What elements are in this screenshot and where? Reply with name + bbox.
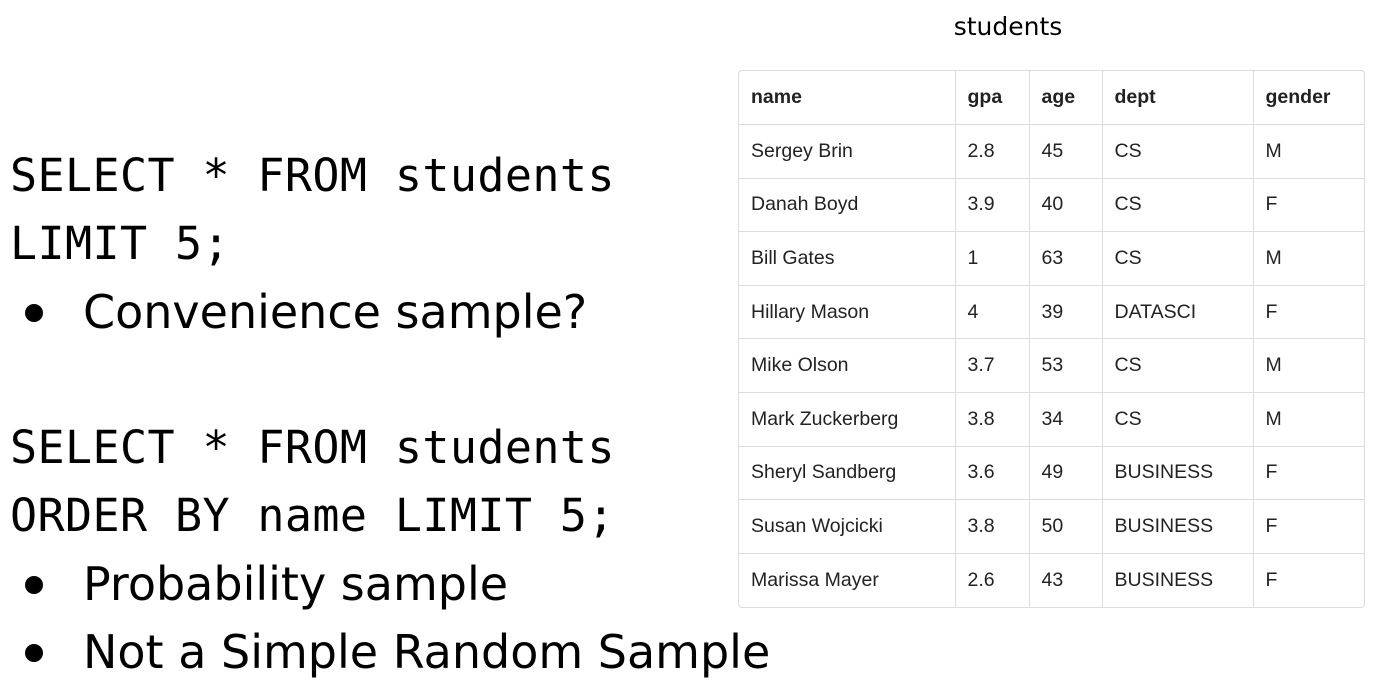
cell-age: 50 [1029, 499, 1103, 554]
code-line: LIMIT 5; [10, 217, 230, 270]
code-line: SELECT * FROM students [10, 149, 615, 202]
cell-gender: F [1265, 568, 1278, 591]
table-row: Danah Boyd 3.9 40 CS F [739, 178, 1364, 233]
cell-gender: M [1253, 392, 1364, 447]
cell-dept: CS [1102, 124, 1254, 179]
cell-age: 34 [1029, 392, 1103, 447]
cell-name: Danah Boyd [739, 178, 956, 233]
cell-dept: CS [1102, 392, 1254, 447]
table-row: Mike Olson 3.7 53 CS M [739, 338, 1364, 394]
table-row: Sergey Brin 2.8 45 CS M [739, 124, 1364, 179]
column-header-dept: dept [1102, 71, 1254, 126]
table-row: Hillary Mason 4 39 DATASCI F [739, 285, 1364, 340]
table-row: Marissa Mayer 2.6 43 BUSINESS F [739, 553, 1364, 607]
cell-gender: M [1253, 231, 1364, 286]
column-header-gender: gender [1253, 71, 1364, 126]
table-header-row: name gpa age dept gender [739, 71, 1364, 126]
cell-gpa: 3.9 [955, 178, 1030, 233]
cell-dept: CS [1102, 231, 1254, 286]
cell-age: 40 [1029, 178, 1103, 233]
students-table: name gpa age dept gender Sergey Brin 2.8… [738, 70, 1365, 608]
cell-name: Susan Wojcicki [739, 499, 956, 554]
table-row: Bill Gates 1 63 CS M [739, 231, 1364, 286]
sql-query-limit: SELECT * FROM students LIMIT 5; [10, 142, 615, 278]
cell-dept: BUSINESS [1102, 553, 1254, 607]
cell-gender: F [1253, 285, 1364, 340]
table-caption: students [953, 12, 1063, 41]
cell-name: Bill Gates [739, 231, 956, 286]
cell-gender: M [1253, 338, 1364, 394]
column-header-gpa: gpa [955, 71, 1030, 126]
slide-left-content: SELECT * FROM students LIMIT 5; Convenie… [10, 142, 770, 679]
cell-gpa: 4 [955, 285, 1030, 340]
cell-gpa: 3.8 [955, 392, 1030, 447]
cell-gender: M [1253, 124, 1364, 179]
bullet-dot-icon [25, 643, 43, 662]
cell-age: 43 [1029, 553, 1103, 607]
bullet-item: Convenience sample? [25, 278, 587, 346]
cell-dept: CS [1102, 178, 1254, 233]
table-row: Susan Wojcicki 3.8 50 BUSINESS F [739, 499, 1364, 554]
cell-dept: BUSINESS [1102, 446, 1254, 501]
cell-dept: CS [1102, 338, 1254, 394]
table-row: Mark Zuckerberg 3.8 34 CS M [739, 392, 1364, 447]
bullet-item: Not a Simple Random Sample [25, 618, 770, 686]
cell-name: Marissa Mayer [739, 553, 956, 607]
bullet-dot-icon [25, 575, 43, 594]
cell-gpa: 2.8 [955, 124, 1030, 179]
table-row: Sheryl Sandberg 3.6 49 BUSINESS F [739, 446, 1364, 501]
bullet-text: Convenience sample? [83, 285, 588, 339]
bullet-text: Not a Simple Random Sample [83, 625, 771, 679]
cell-name: Sheryl Sandberg [739, 446, 956, 501]
column-header-age: age [1029, 71, 1103, 126]
cell-gpa: 2.6 [955, 553, 1030, 607]
cell-gpa: 1 [955, 231, 1030, 286]
cell-gpa: 3.7 [955, 338, 1030, 394]
cell-age: 53 [1029, 338, 1103, 394]
cell-name: Mike Olson [739, 338, 956, 394]
cell-dept: DATASCI [1102, 285, 1254, 340]
code-line: ORDER BY name LIMIT 5; [10, 489, 615, 542]
cell-age: 45 [1029, 124, 1103, 179]
cell-name: Hillary Mason [739, 285, 956, 340]
code-line: SELECT * FROM students [10, 421, 615, 474]
bullet-item: Probability sample [25, 550, 508, 618]
sql-query-order-by: SELECT * FROM students ORDER BY name LIM… [10, 414, 615, 550]
cell-name: Mark Zuckerberg [739, 392, 956, 447]
bullet-dot-icon [25, 303, 43, 322]
cell-age: 49 [1029, 446, 1103, 501]
bullet-text: Probability sample [83, 557, 509, 611]
cell-name: Sergey Brin [739, 124, 956, 179]
cell-gender: F [1253, 446, 1364, 501]
cell-gender: F [1253, 178, 1364, 233]
cell-dept: BUSINESS [1102, 499, 1254, 554]
cell-age: 63 [1029, 231, 1103, 286]
cell-gpa: 3.6 [955, 446, 1030, 501]
cell-age: 39 [1029, 285, 1103, 340]
cell-gender: F [1253, 499, 1364, 554]
cell-gpa: 3.8 [955, 499, 1030, 554]
column-header-name: name [739, 71, 956, 126]
